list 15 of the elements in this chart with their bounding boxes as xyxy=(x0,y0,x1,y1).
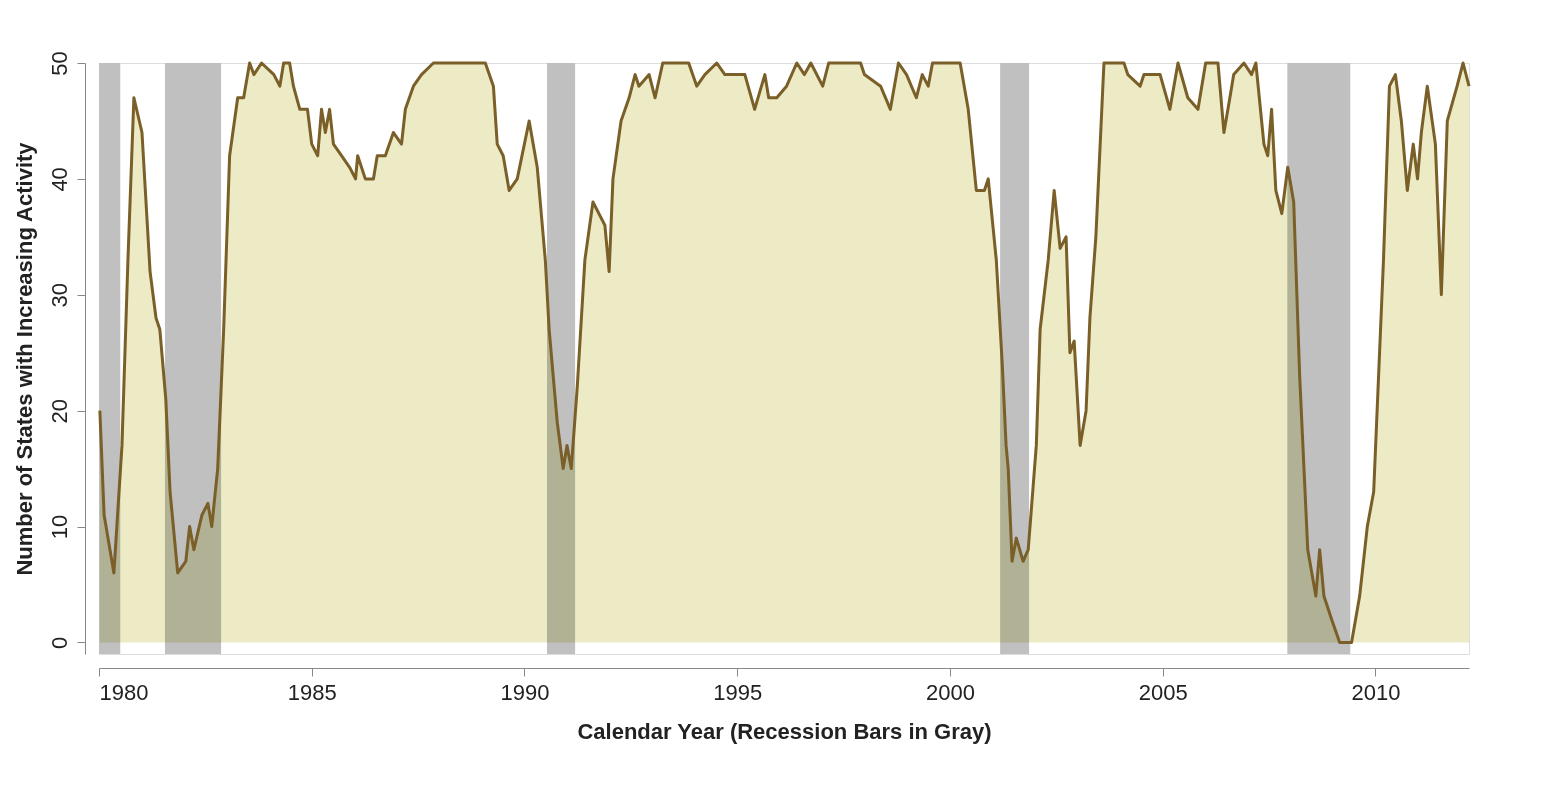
y-tick-label: 10 xyxy=(46,514,72,540)
y-tick-label: 0 xyxy=(46,636,72,650)
y-axis-title: Number of States with Increasing Activity xyxy=(11,141,37,576)
y-tick-label: 30 xyxy=(46,283,72,308)
x-tick-label: 2010 xyxy=(1351,679,1401,705)
y-tick-label: 50 xyxy=(46,51,72,76)
x-tick-label: 2000 xyxy=(925,679,975,705)
x-tick-label: 2005 xyxy=(1138,679,1188,705)
x-tick-label: 1995 xyxy=(713,679,763,705)
y-tick-label: 40 xyxy=(46,167,72,192)
x-tick-label: 1990 xyxy=(500,679,550,705)
y-tick-label: 20 xyxy=(46,398,72,424)
x-axis-title: Calendar Year (Recession Bars in Gray) xyxy=(577,718,992,744)
x-tick-label: 1985 xyxy=(287,679,337,705)
x-tick-label: 1980 xyxy=(99,679,149,705)
